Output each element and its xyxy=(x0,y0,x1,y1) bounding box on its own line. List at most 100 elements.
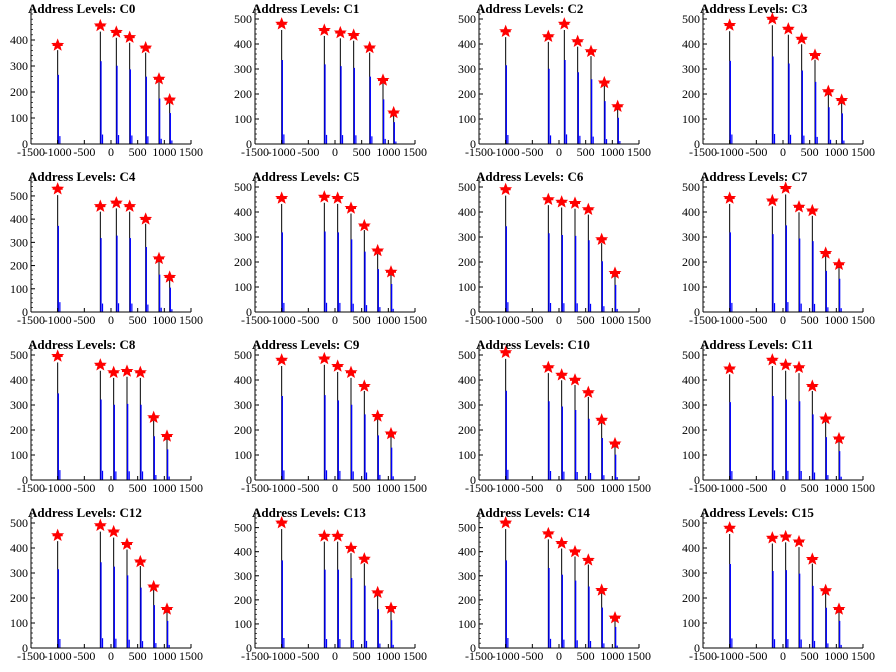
x-tick-label: 0 xyxy=(556,649,562,663)
chart-svg: Address Levels: C10 0 100 200 300 400 500 -1500… xyxy=(458,337,651,495)
y-tick-label: 400 xyxy=(458,545,476,559)
chart-svg: Address Levels: C30100200300400500-1500-… xyxy=(682,1,875,159)
y-tick-label: 100 xyxy=(682,112,700,126)
x-tick-label: 1000 xyxy=(824,481,848,495)
chart-svg: Address Levels: C50100200300400500-1500-… xyxy=(234,169,427,327)
x-tick-label: -1000 xyxy=(268,649,296,663)
x-tick-label: 1000 xyxy=(600,481,624,495)
x-tick-label: 1500 xyxy=(403,145,427,159)
chart-panel: Address Levels: C11 0 100 200 300 400 500 -1500… xyxy=(672,336,896,504)
x-tick-label: 1500 xyxy=(179,481,203,495)
x-tick-label: 0 xyxy=(556,145,562,159)
y-tick-label: 300 xyxy=(234,569,252,583)
chart-panel: Address Levels: C14 0 100 200 300 400 500 -1500… xyxy=(448,504,672,672)
y-tick-label: 300 xyxy=(682,230,700,244)
x-tick-label: -1000 xyxy=(492,313,520,327)
x-tick-label: 500 xyxy=(353,481,371,495)
x-tick-label: 1000 xyxy=(824,649,848,663)
x-tick-label: 1000 xyxy=(376,649,400,663)
chart-svg: Address Levels: C20100200300400500-1500-… xyxy=(458,1,651,159)
y-tick-label: 500 xyxy=(682,12,700,26)
chart-panel: Address Levels: C13 0 100 200 300 400 500 -1500… xyxy=(224,504,448,672)
y-tick-label: 200 xyxy=(10,259,28,273)
y-tick-label: 100 xyxy=(234,617,252,631)
y-tick-label: 100 xyxy=(10,282,28,296)
chart-title: Address Levels: C0 xyxy=(28,1,135,16)
y-tick-label: 100 xyxy=(458,112,476,126)
chart-panel: Address Levels: C7 0 100 200 300 400 500 -1500-… xyxy=(672,168,896,336)
y-tick-label: 200 xyxy=(10,85,28,99)
chart-panel: Address Levels: C9 0 100 200 300 400 500 -1500-… xyxy=(224,336,448,504)
x-tick-label: 500 xyxy=(353,649,371,663)
y-tick-label: 200 xyxy=(458,255,476,269)
x-tick-label: 500 xyxy=(129,481,147,495)
x-tick-label: 0 xyxy=(108,313,114,327)
x-tick-label: -1500 xyxy=(241,313,269,327)
y-tick-label: 500 xyxy=(234,348,252,362)
chart-panel: Address Levels: C15 0 100 200 300 400 500 -1500… xyxy=(672,504,896,672)
y-tick-label: 500 xyxy=(10,348,28,362)
y-tick-label: 100 xyxy=(234,112,252,126)
y-tick-label: 300 xyxy=(234,62,252,76)
chart-panel: Address Levels: C4 0 100 200 300 400 500 -1500-… xyxy=(0,168,224,336)
x-tick-label: 1500 xyxy=(851,145,875,159)
y-tick-label: 200 xyxy=(10,591,28,605)
x-tick-label: -1500 xyxy=(17,481,45,495)
y-tick-label: 300 xyxy=(458,569,476,583)
x-tick-label: -500 xyxy=(745,145,767,159)
x-tick-label: -500 xyxy=(73,313,95,327)
y-tick-label: 200 xyxy=(682,591,700,605)
x-tick-label: -500 xyxy=(745,481,767,495)
y-tick-label: 400 xyxy=(10,541,28,555)
x-tick-label: 0 xyxy=(108,145,114,159)
y-tick-label: 0 xyxy=(22,305,28,319)
chart-title: Address Levels: C1 xyxy=(252,1,359,16)
x-tick-label: 1500 xyxy=(627,313,651,327)
y-tick-label: 0 xyxy=(246,137,252,151)
x-tick-label: 0 xyxy=(556,481,562,495)
x-tick-label: -1000 xyxy=(268,481,296,495)
y-tick-label: 400 xyxy=(234,373,252,387)
x-tick-label: -500 xyxy=(297,313,319,327)
y-tick-label: 400 xyxy=(10,212,28,226)
x-tick-label: 1500 xyxy=(403,649,427,663)
x-tick-label: -1500 xyxy=(689,145,717,159)
y-tick-label: 0 xyxy=(694,641,700,655)
chart-panel: Address Levels: C3 0 100 200 300 400 500 -1500-… xyxy=(672,0,896,168)
x-tick-label: -500 xyxy=(73,145,95,159)
x-tick-label: 0 xyxy=(108,649,114,663)
y-tick-label: 300 xyxy=(458,398,476,412)
y-tick-label: 500 xyxy=(682,348,700,362)
x-tick-label: -1500 xyxy=(465,313,493,327)
y-tick-label: 200 xyxy=(234,423,252,437)
x-tick-label: 1000 xyxy=(376,145,400,159)
x-tick-label: 1000 xyxy=(824,313,848,327)
x-tick-label: 1500 xyxy=(851,481,875,495)
chart-title: Address Levels: C9 xyxy=(252,337,360,352)
x-tick-label: 0 xyxy=(332,481,338,495)
y-tick-label: 100 xyxy=(458,280,476,294)
chart-panel: Address Levels: C12 0 100 200 300 400 500 -1500… xyxy=(0,504,224,672)
x-tick-label: 1500 xyxy=(403,481,427,495)
chart-svg: Address Levels: C60100200300400500-1500-… xyxy=(458,169,651,327)
x-tick-label: 1500 xyxy=(179,649,203,663)
chart-title: Address Levels: C13 xyxy=(252,505,366,520)
x-tick-label: -1000 xyxy=(44,481,72,495)
y-tick-label: 500 xyxy=(234,521,252,535)
x-tick-label: 500 xyxy=(129,313,147,327)
y-tick-label: 300 xyxy=(10,566,28,580)
chart-panel: Address Levels: C10 0 100 200 300 400 500 -1500… xyxy=(448,336,672,504)
x-tick-label: -1500 xyxy=(17,649,45,663)
x-tick-label: -1000 xyxy=(268,313,296,327)
x-tick-label: 1500 xyxy=(851,313,875,327)
y-tick-label: 400 xyxy=(234,37,252,51)
y-tick-label: 300 xyxy=(682,566,700,580)
y-tick-label: 300 xyxy=(10,398,28,412)
x-tick-label: 1000 xyxy=(152,145,176,159)
x-tick-label: 500 xyxy=(577,481,595,495)
x-tick-label: 0 xyxy=(780,145,786,159)
x-tick-label: -500 xyxy=(73,481,95,495)
x-tick-label: 1500 xyxy=(851,649,875,663)
y-tick-label: 100 xyxy=(10,448,28,462)
